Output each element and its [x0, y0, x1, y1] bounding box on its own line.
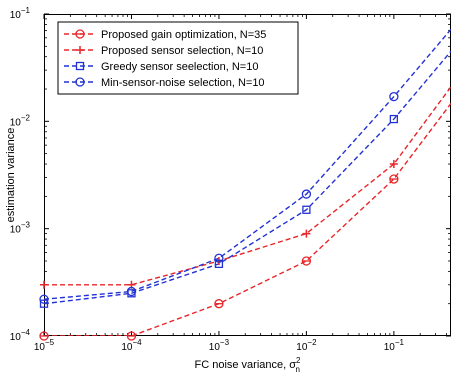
data-point-s4-2 [126, 286, 137, 297]
x-axis-ticks: 10−5 10−4 10−3 10−2 10−1 [34, 14, 447, 353]
y-axis-label: estimation variance [5, 128, 17, 223]
legend-marker-2 [76, 46, 84, 54]
x-tick-label: 10−1 [384, 338, 405, 353]
data-point-s3-5 [389, 114, 399, 124]
data-point-s4-5 [389, 91, 399, 102]
legend-entry-4: Min-sensor-noise selection, N=10 [101, 77, 265, 89]
x-axis-label: FC noise variance, σ2 n [194, 356, 301, 374]
x-axis-label-superscript: 2 [296, 356, 301, 365]
series-line-2 [44, 86, 451, 286]
series-layer [44, 28, 451, 336]
y-tick-label: 10−4 [10, 328, 31, 343]
data-point-s2-4 [302, 229, 311, 238]
x-tick-label: 10−4 [121, 338, 142, 353]
x-tick-label: 10−3 [209, 338, 230, 353]
legend-entry-3: Greedy sensor seelection, N=10 [101, 61, 258, 73]
legend-box [57, 21, 299, 95]
markers-layer [39, 91, 399, 341]
x-tick-label: 10−2 [296, 338, 317, 353]
data-point-s4-4 [301, 189, 312, 199]
data-point-s2-1 [40, 280, 48, 289]
legend-entry-1: Proposed gain optimization, N=35 [101, 29, 266, 41]
x-tick-label: 10−5 [34, 338, 55, 353]
data-point-s3-4 [302, 205, 311, 214]
legend-entry-2: Proposed sensor selection, N=10 [101, 45, 263, 57]
data-point-s2-5 [389, 160, 398, 169]
x-axis-label-subscript: n [296, 365, 300, 374]
series-line-1 [44, 102, 451, 336]
legend-marker-4 [75, 77, 85, 87]
data-point-s4-1 [39, 294, 49, 304]
series-line-3 [44, 50, 451, 305]
data-point-s3-3 [214, 259, 224, 269]
y-tick-label: 10−2 [10, 113, 31, 128]
y-tick-label: 10−1 [10, 6, 31, 21]
data-point-s3-1 [39, 299, 49, 308]
legend: Proposed gain optimization, N=35 Proposed… [57, 21, 299, 95]
legend-marker-3 [75, 61, 85, 71]
y-tick-label: 10−3 [10, 221, 31, 236]
data-point-s4-3 [214, 253, 224, 263]
series-line-4 [44, 28, 451, 300]
